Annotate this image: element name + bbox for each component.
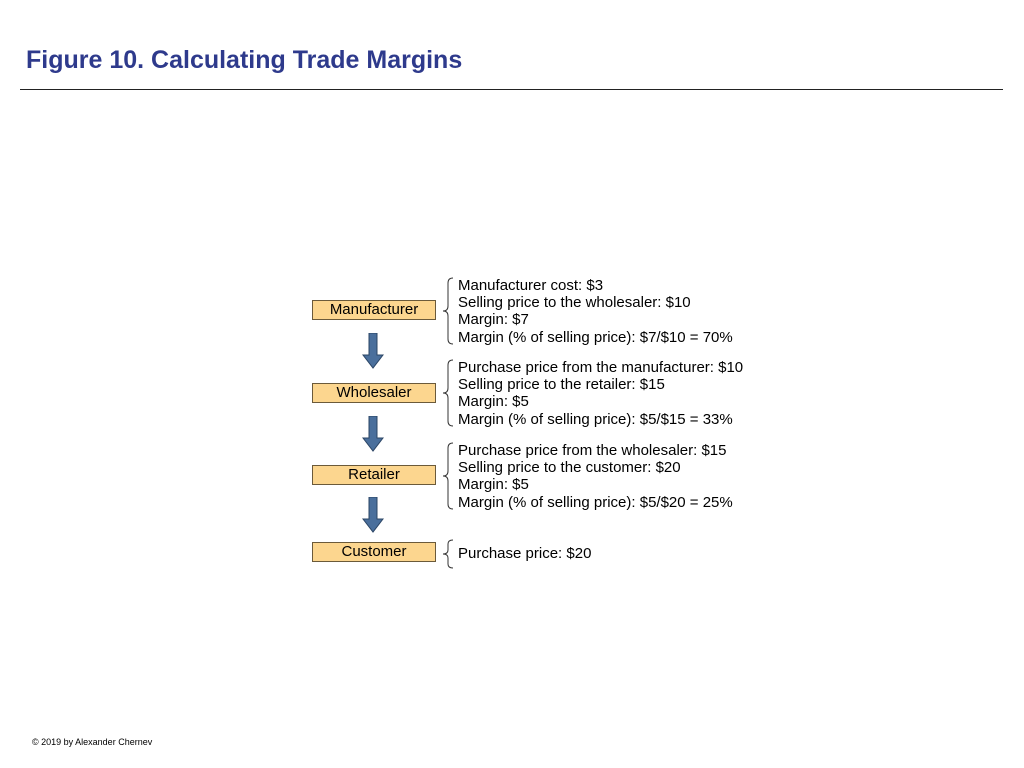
- brace-icon: [442, 539, 454, 569]
- copyright-footer: © 2019 by Alexander Chernev: [32, 737, 153, 747]
- brace-icon: [442, 442, 454, 510]
- stage-details-customer: Purchase price: $20: [458, 545, 591, 562]
- stage-box-customer: Customer: [312, 542, 436, 562]
- detail-line: Selling price to the customer: $20: [458, 459, 681, 477]
- detail-line: Margin: $7: [458, 311, 529, 329]
- stage-details-manufacturer: Manufacturer cost: $3 Selling price to t…: [458, 277, 733, 346]
- down-arrow-icon: [362, 497, 384, 533]
- detail-line: Purchase price: $20: [458, 545, 592, 562]
- down-arrow-icon: [362, 416, 384, 452]
- detail-line: Purchase price from the manufacturer: $1…: [458, 359, 744, 376]
- brace-icon: [442, 359, 454, 427]
- detail-line: Manufacturer cost: $3: [458, 277, 604, 294]
- brace-icon: [442, 277, 454, 345]
- detail-line: Margin (% of selling price): $5/$15 = 33…: [458, 410, 733, 428]
- stage-box-wholesaler: Wholesaler: [312, 383, 436, 403]
- down-arrow-icon: [362, 333, 384, 369]
- detail-line: Margin: $5: [458, 393, 529, 411]
- title-divider: [20, 89, 1003, 90]
- detail-line: Margin (% of selling price): $7/$10 = 70…: [458, 328, 733, 346]
- stage-box-manufacturer: Manufacturer: [312, 300, 436, 320]
- detail-line: Selling price to the wholesaler: $10: [458, 294, 691, 312]
- detail-line: Margin: $5: [458, 476, 529, 494]
- detail-line: Purchase price from the wholesaler: $15: [458, 442, 727, 459]
- stage-details-retailer: Purchase price from the wholesaler: $15 …: [458, 442, 733, 511]
- stage-details-wholesaler: Purchase price from the manufacturer: $1…: [458, 359, 743, 428]
- stage-box-retailer: Retailer: [312, 465, 436, 485]
- detail-line: Selling price to the retailer: $15: [458, 376, 665, 394]
- detail-line: Margin (% of selling price): $5/$20 = 25…: [458, 493, 733, 511]
- page-title: Figure 10. Calculating Trade Margins: [26, 46, 463, 74]
